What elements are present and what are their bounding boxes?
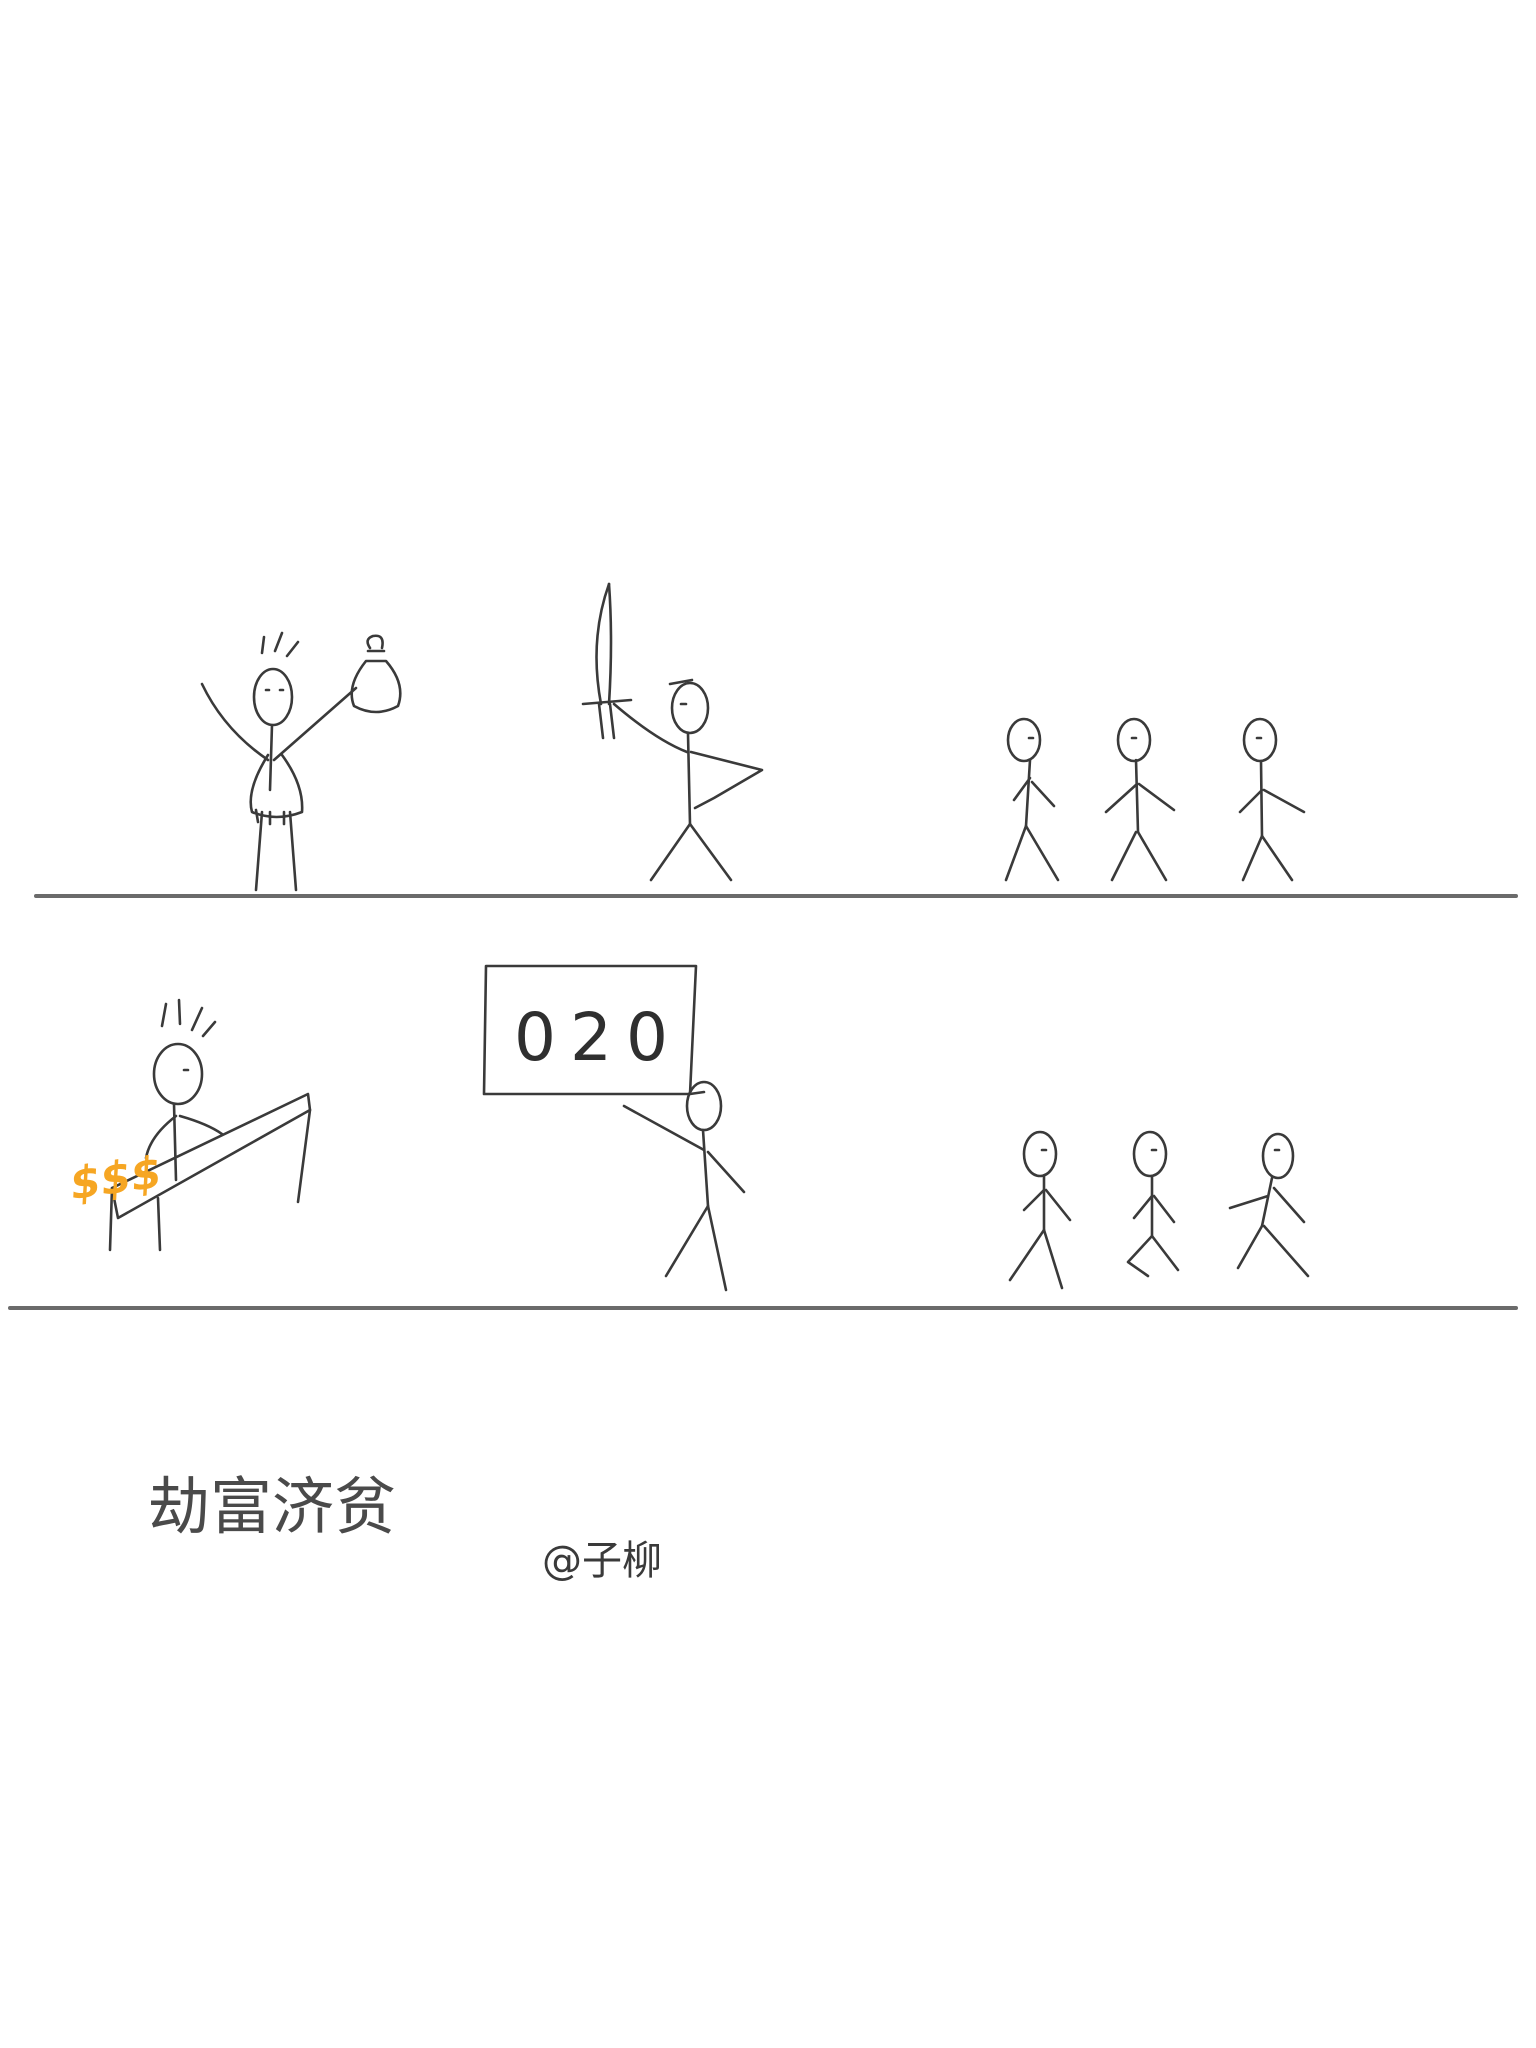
hero-with-sword — [581, 582, 764, 882]
walker-6 — [1228, 1132, 1310, 1278]
walker-4 — [1008, 1130, 1072, 1290]
money-symbols: $$$ — [67, 1147, 165, 1210]
sign: 020 — [482, 964, 698, 1096]
artist-signature: @子柳 — [542, 1538, 662, 1584]
caption-area: 劫富济贫 @子柳 — [148, 1470, 662, 1584]
panel-2: $$$ 020 — [8, 964, 1518, 1310]
walker-3 — [1238, 717, 1306, 882]
caption-title: 劫富济贫 — [148, 1470, 396, 1543]
robber-with-bag — [200, 631, 402, 892]
sign-holder — [622, 1080, 746, 1292]
walker-5 — [1126, 1130, 1180, 1278]
panel-1 — [34, 582, 1518, 898]
walker-1 — [1004, 717, 1060, 882]
merchant-at-table — [108, 998, 312, 1252]
sign-text: 020 — [514, 999, 682, 1076]
walker-2 — [1104, 717, 1176, 882]
